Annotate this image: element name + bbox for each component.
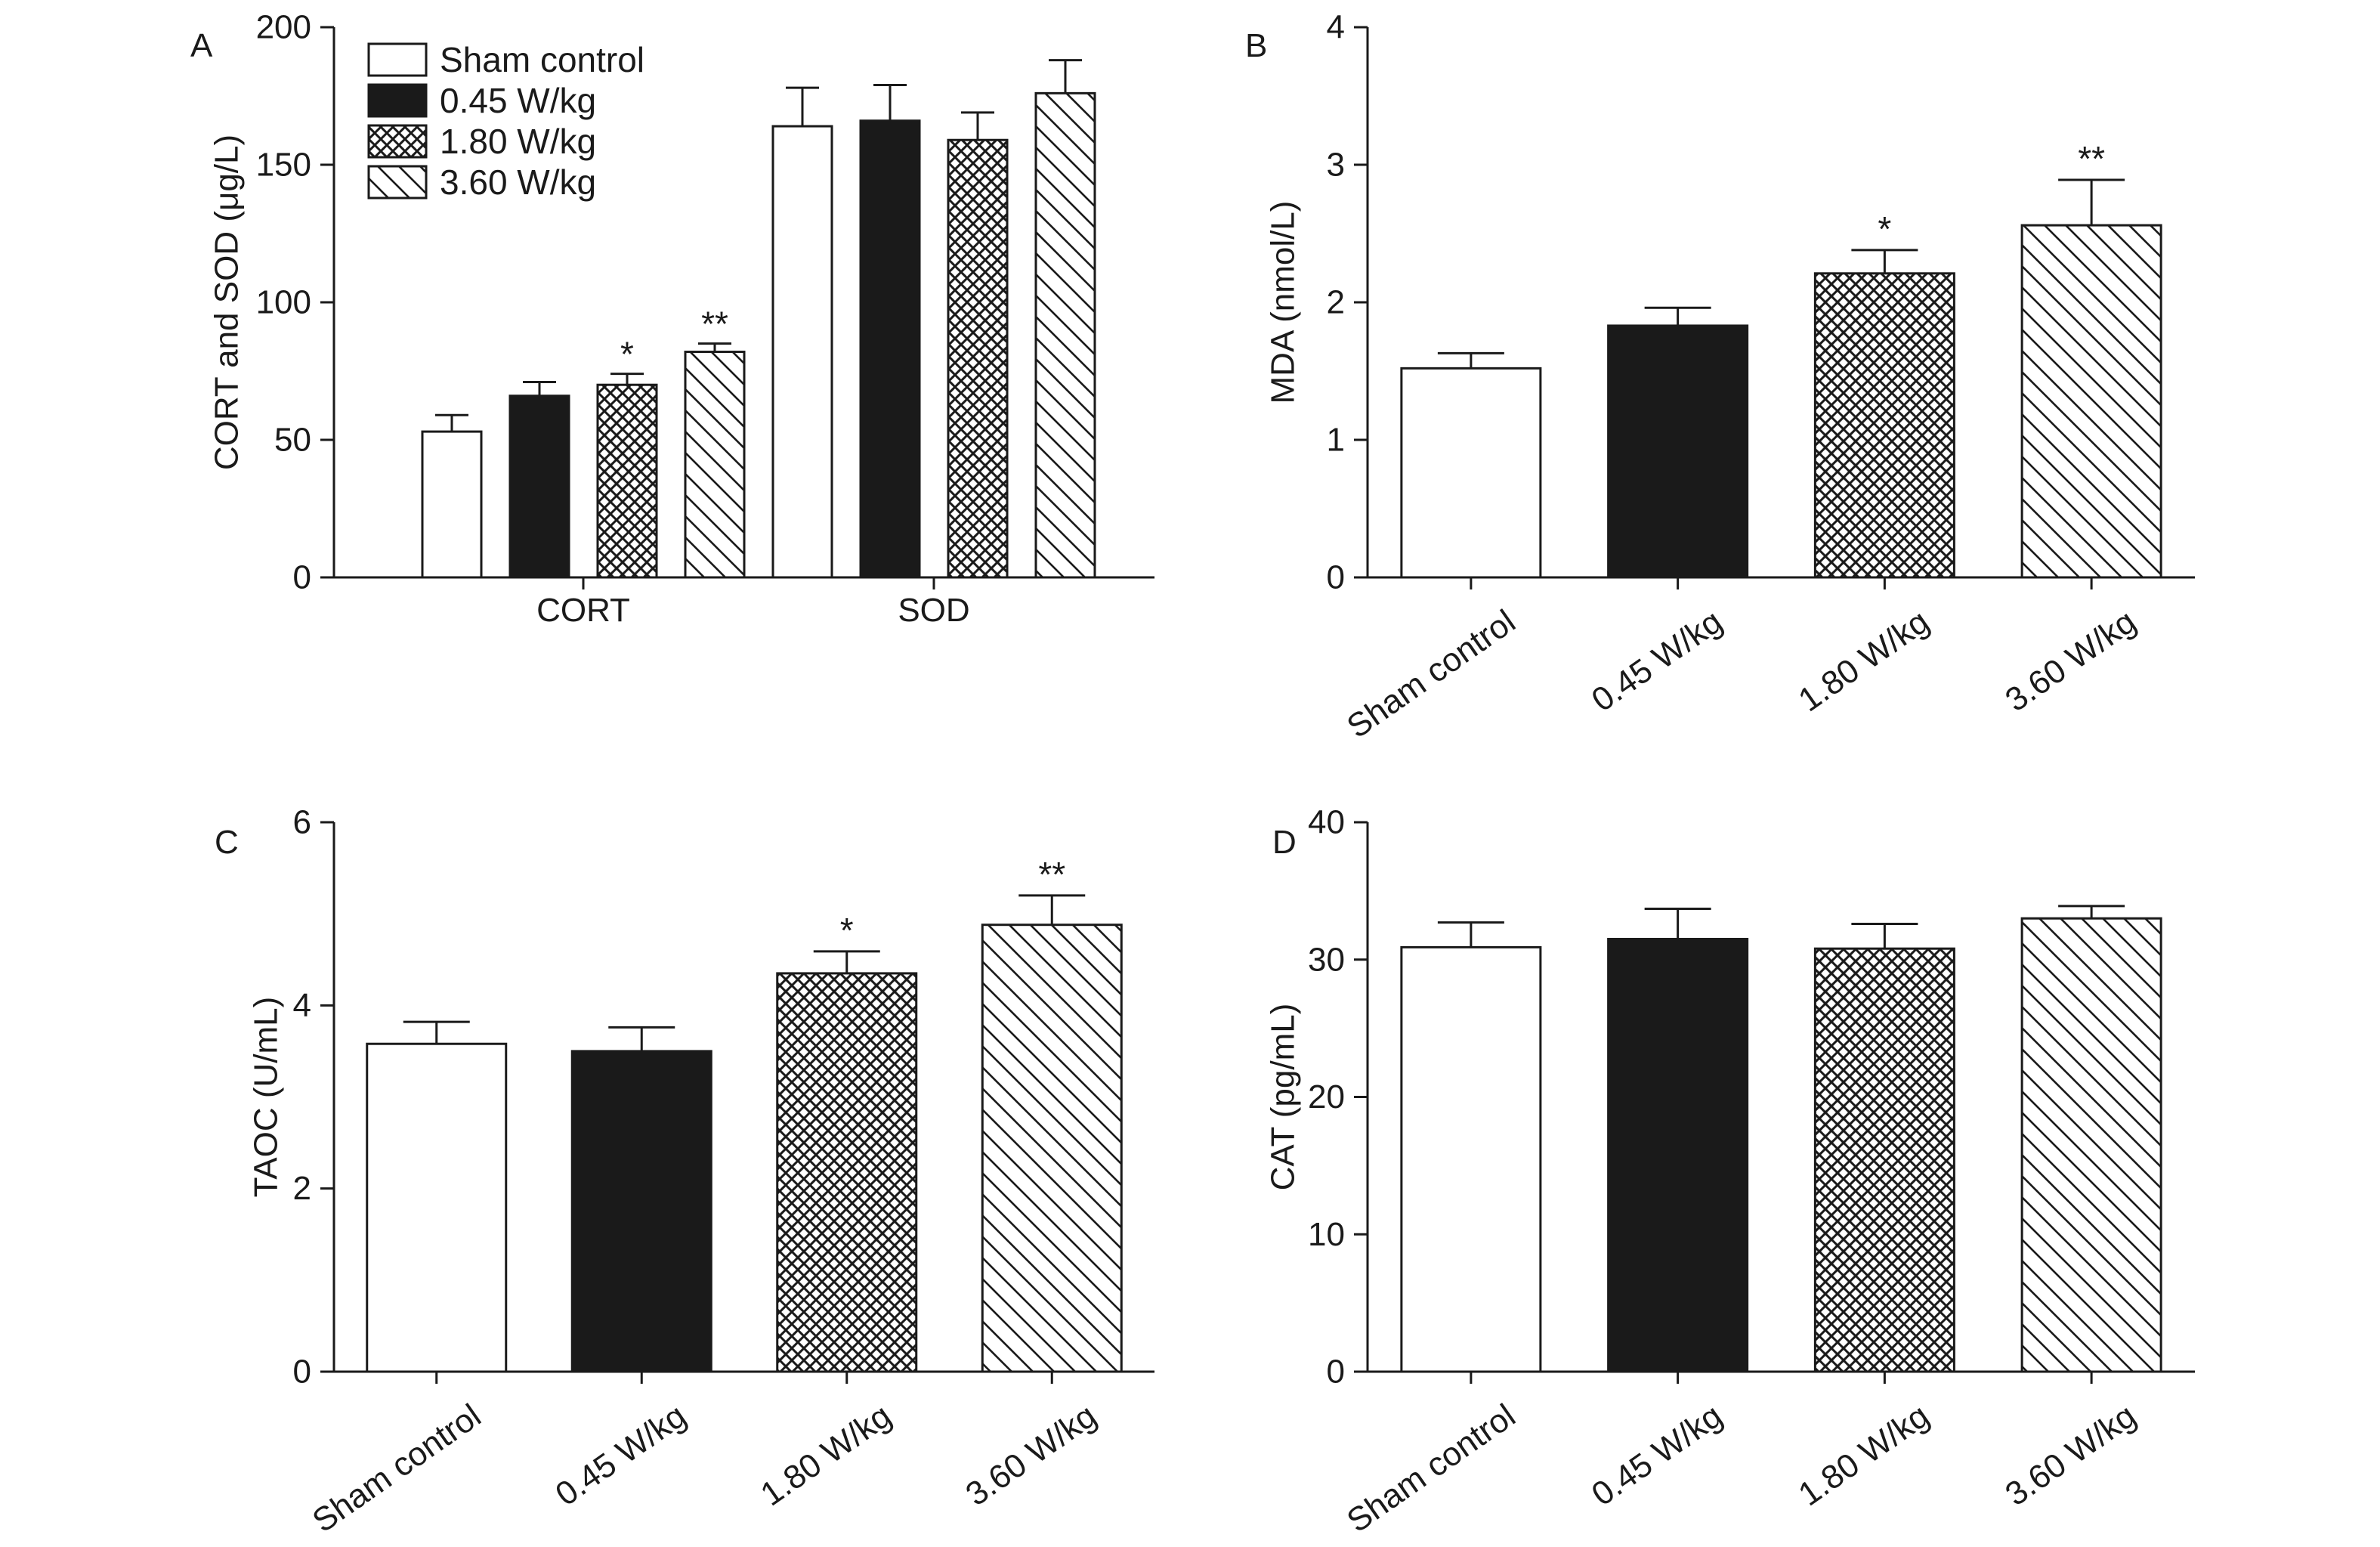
bar [1607,937,1749,1373]
y-tick-label: 3 [1327,147,1345,184]
y-axis-title: CORT and SOD (μg/L) [209,135,246,470]
bar [2020,224,2162,579]
bar [684,351,746,579]
y-axis-title: TAOC (U/mL) [248,997,285,1198]
panel-d: D 0 10 20 30 40 CAT (pg/mL) Sham control 0.45 W/… [1265,804,2195,1540]
legend-swatch [367,83,428,118]
bar [1034,91,1096,579]
category-label: 0.45 W/kg [1585,603,1729,719]
legend-swatch [367,124,428,159]
y-tick-label: 0 [293,559,311,596]
significance-mark: * [1878,209,1891,249]
category-label: 1.80 W/kg [754,1397,898,1514]
bar [947,138,1009,579]
significance-mark: ** [2078,139,2105,178]
legend-swatch [367,165,428,200]
category-label: SOD [898,592,969,629]
bar [776,972,918,1373]
y-tick-label: 2 [293,1170,311,1207]
y-tick-label: 6 [293,804,311,841]
y-tick-label: 20 [1308,1078,1345,1115]
y-tick-label: 0 [293,1354,311,1391]
bar [1813,947,1955,1373]
category-label: 3.60 W/kg [960,1397,1103,1514]
bar [2020,917,2162,1373]
significance-mark: * [840,911,854,950]
y-tick-label: 10 [1308,1216,1345,1253]
legend-label: 0.45 W/kg [440,81,596,120]
bar [771,125,833,579]
bar [1813,272,1955,579]
bar [1607,324,1749,579]
bar [366,1042,508,1373]
bar [570,1050,712,1373]
bar [859,119,921,579]
significance-mark: ** [1038,855,1065,894]
legend-swatch [367,42,428,77]
y-tick-label: 200 [256,9,311,46]
panel-label: A [190,27,213,64]
legend-label: 3.60 W/kg [440,162,596,202]
bar [596,383,658,579]
y-tick-label: 100 [256,284,311,321]
bar [508,394,570,579]
y-tick-label: 2 [1327,284,1345,321]
y-tick-label: 4 [1327,9,1345,46]
legend-label: Sham control [440,40,644,79]
category-label: 0.45 W/kg [1585,1397,1729,1514]
category-label: 1.80 W/kg [1792,1397,1936,1514]
y-axis-title: MDA (nmol/L) [1265,201,1302,404]
y-tick-label: 0 [1327,1354,1345,1391]
category-label: 0.45 W/kg [549,1397,693,1514]
bar [421,430,483,579]
category-label: 1.80 W/kg [1792,603,1936,719]
bar [1400,945,1542,1373]
panel-b: B 0 1 2 3 4 MDA (nmol/L) Sham control 0.45 W/kg *… [1245,9,2195,746]
panel-label: C [215,824,239,861]
y-tick-label: 0 [1327,559,1345,596]
category-label: Sham control [306,1397,487,1540]
y-tick-label: 150 [256,147,311,184]
significance-mark: ** [701,305,728,344]
y-tick-label: 4 [293,987,311,1024]
y-tick-label: 40 [1308,804,1345,841]
y-axis-title: CAT (pg/mL) [1265,1004,1302,1191]
category-label: Sham control [1340,1397,1522,1540]
legend-label: 1.80 W/kg [440,122,596,161]
category-label: CORT [536,592,630,629]
bar [1400,367,1542,579]
panel-label: D [1272,824,1297,861]
category-label: Sham control [1340,603,1522,746]
y-tick-label: 50 [274,422,311,459]
y-tick-label: 30 [1308,941,1345,978]
category-label: 3.60 W/kg [1998,1397,2142,1514]
y-tick-label: 1 [1327,422,1345,459]
bar [981,924,1123,1373]
category-label: 3.60 W/kg [1998,603,2142,719]
panel-label: B [1245,27,1267,64]
panel-c: C 0 2 4 6 TAOC (U/mL) Sham control 0.45 W/kg * 1.… [215,804,1154,1540]
significance-mark: * [620,335,634,374]
